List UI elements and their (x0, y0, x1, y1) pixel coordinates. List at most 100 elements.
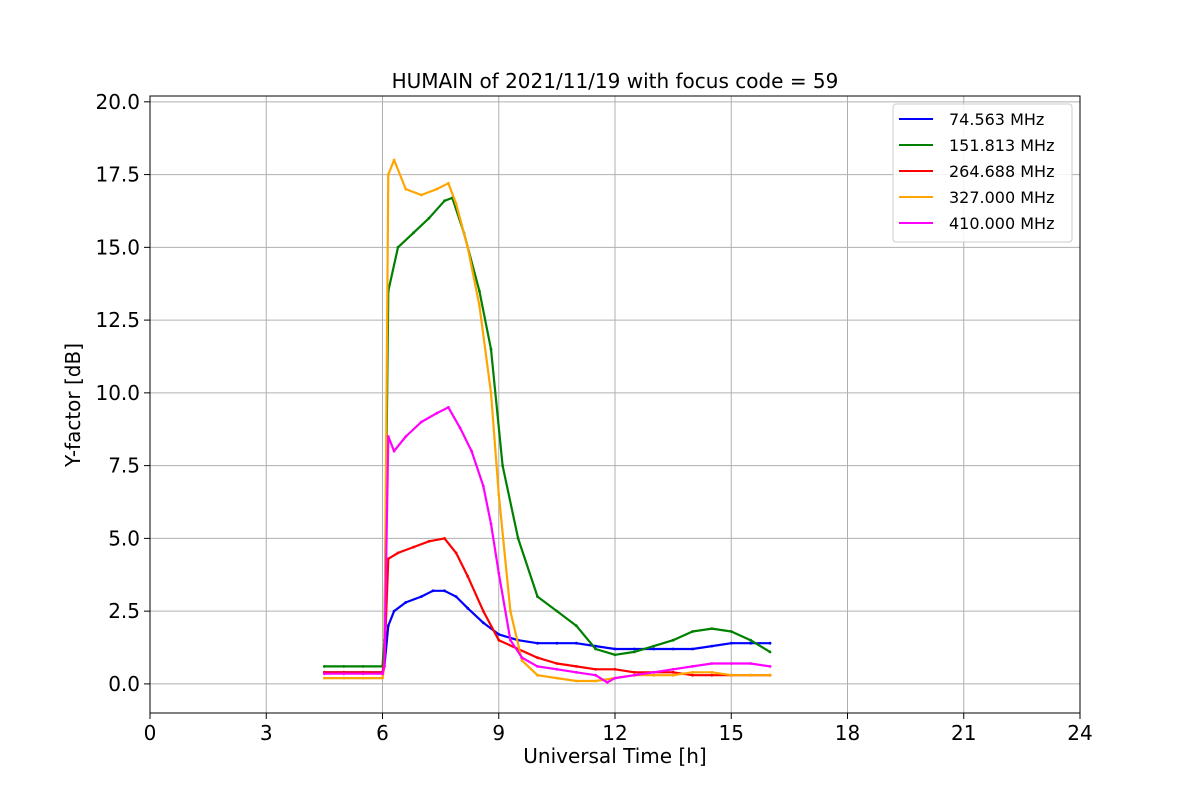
data-point (691, 647, 694, 651)
x-tick-label: 24 (1067, 721, 1092, 745)
data-point (652, 670, 656, 674)
data-point (749, 673, 752, 677)
data-point (447, 406, 450, 409)
data-point (671, 638, 675, 642)
legend-label: 264.688 MHz (949, 162, 1054, 181)
data-point (509, 638, 512, 642)
data-point (342, 672, 346, 676)
series-line (324, 406, 771, 684)
x-tick-label: 0 (144, 721, 157, 745)
data-point (361, 665, 365, 668)
data-point (520, 659, 524, 662)
series-2 (323, 537, 772, 677)
data-point (536, 656, 539, 660)
series-4 (323, 406, 772, 684)
data-point (594, 667, 597, 671)
data-point (555, 667, 559, 671)
series-line (324, 537, 770, 677)
data-point (489, 522, 493, 526)
data-point (516, 537, 520, 540)
data-point (729, 630, 733, 633)
data-point (710, 673, 714, 677)
data-point (404, 435, 408, 438)
data-point (671, 647, 675, 651)
data-point (574, 665, 578, 668)
data-point (768, 673, 772, 677)
data-point (481, 609, 485, 613)
y-tick-label: 2.5 (108, 599, 140, 623)
data-point (323, 665, 326, 668)
data-point (613, 647, 617, 651)
legend-box (892, 103, 1073, 243)
x-axis: 0 3 6 9 12 15 18 21 24 (144, 713, 1093, 745)
data-point (342, 676, 346, 680)
y-tick-label: 10.0 (95, 381, 140, 405)
data-point (671, 673, 675, 677)
data-point (574, 679, 578, 683)
x-tick-label: 3 (260, 721, 273, 745)
data-point (501, 464, 504, 467)
data-point (574, 670, 578, 674)
y-tick-label: 5.0 (108, 526, 140, 550)
data-point (454, 595, 458, 598)
data-point (323, 676, 326, 680)
data-point (489, 391, 493, 395)
data-point (633, 670, 636, 674)
data-point (749, 662, 752, 665)
data-point (574, 624, 578, 628)
series-line (324, 196, 771, 668)
data-point (478, 304, 481, 307)
data-point (392, 158, 396, 162)
data-point (729, 641, 733, 645)
data-point (497, 638, 501, 642)
data-point (652, 644, 656, 648)
data-point (710, 627, 714, 630)
data-point (419, 595, 423, 598)
data-point (466, 245, 470, 249)
data-point (536, 641, 539, 645)
data-point (470, 449, 473, 453)
data-point (594, 679, 597, 683)
data-point (710, 644, 714, 648)
data-point (497, 571, 501, 575)
data-point (454, 551, 458, 555)
data-point (454, 202, 458, 206)
data-point (520, 656, 524, 660)
data-point (396, 245, 400, 249)
data-point (729, 673, 733, 677)
data-point (536, 595, 539, 598)
data-point (671, 667, 675, 671)
y-tick-label: 7.5 (108, 454, 140, 478)
data-point (710, 662, 714, 665)
data-point (381, 676, 384, 680)
data-point (404, 187, 408, 191)
data-point (396, 551, 400, 555)
data-point (412, 545, 415, 549)
data-point (652, 647, 656, 651)
data-point (419, 420, 423, 424)
data-point (768, 641, 772, 645)
y-tick-label: 12.5 (95, 308, 140, 332)
data-point (323, 672, 326, 676)
data-point (574, 641, 578, 645)
data-point (466, 574, 470, 578)
data-point (652, 673, 656, 677)
data-point (481, 621, 485, 625)
data-point (536, 673, 539, 677)
data-point (381, 672, 384, 676)
data-point (729, 662, 733, 665)
legend-label: 151.813 MHz (949, 136, 1054, 155)
data-point (342, 665, 346, 668)
data-point (466, 606, 470, 610)
y-axis-label: Y-factor [dB] (61, 343, 85, 468)
data-point (749, 641, 752, 645)
data-point (478, 289, 481, 293)
data-point (427, 539, 431, 543)
data-point (555, 609, 559, 613)
data-point (691, 673, 694, 677)
y-tick-label: 0.0 (108, 672, 140, 696)
legend-label: 74.563 MHz (949, 110, 1044, 129)
data-point (749, 638, 752, 642)
y-tick-label: 20.0 (95, 90, 140, 114)
